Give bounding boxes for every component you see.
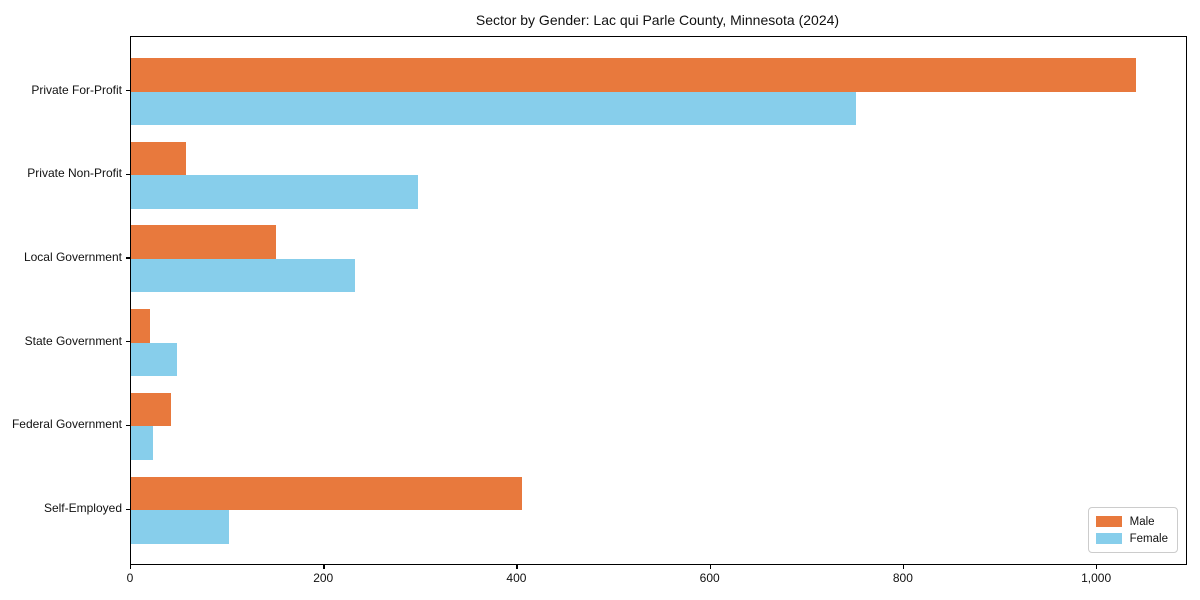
x-tick-5	[1096, 564, 1098, 569]
x-tick-2	[516, 564, 518, 569]
chart-title: Sector by Gender: Lac qui Parle County, …	[475, 12, 840, 28]
bar-female-5	[131, 510, 229, 544]
x-tick-label-0: 0	[126, 571, 134, 585]
x-tick-4	[902, 564, 905, 569]
bar-male-3	[131, 309, 151, 343]
y-axis-label-4: Federal Government	[11, 417, 122, 432]
legend-label-female: Female	[1129, 532, 1168, 545]
x-tick-label-1: 200	[313, 571, 334, 585]
y-axis-label-1: Private Non-Profit	[27, 166, 122, 181]
y-tick-2	[126, 257, 130, 259]
x-tick-1	[323, 564, 325, 569]
y-tick-5	[126, 508, 130, 510]
legend-item-female: Female	[1095, 530, 1168, 547]
x-tick-0	[130, 564, 132, 569]
bar-female-2	[131, 258, 356, 293]
x-tick-label-3: 600	[699, 571, 720, 585]
y-tick-1	[126, 173, 130, 175]
bar-male-2	[131, 225, 276, 259]
legend-item-male: Male	[1095, 513, 1168, 530]
bar-male-1	[131, 141, 187, 176]
y-axis-label-5: Self-Employed	[43, 501, 122, 515]
bar-female-0	[131, 91, 856, 125]
bar-female-4	[131, 426, 154, 460]
bar-male-4	[131, 392, 171, 427]
y-axis-label-0: Private For-Profit	[31, 82, 122, 97]
bar-female-1	[131, 175, 418, 209]
x-tick-label-4: 800	[892, 571, 913, 585]
y-tick-3	[126, 341, 130, 343]
y-tick-4	[126, 424, 130, 427]
legend-swatch-male-icon	[1095, 516, 1122, 527]
bar-male-0	[131, 58, 1136, 92]
y-axis-label-3: State Government	[24, 333, 122, 348]
bar-female-3	[131, 342, 178, 377]
legend-label-male: Male	[1129, 515, 1155, 528]
y-axis-label-2: Local Government	[23, 249, 122, 264]
x-tick-label-2: 400	[506, 571, 527, 585]
legend: Male Female	[1087, 507, 1178, 553]
y-tick-0	[126, 90, 130, 92]
legend-swatch-female-icon	[1095, 533, 1122, 544]
x-tick-label-5: 1,000	[1081, 571, 1112, 585]
bar-male-5	[131, 476, 523, 510]
x-tick-3	[709, 564, 711, 569]
plot-area: Male Female	[130, 36, 1187, 565]
